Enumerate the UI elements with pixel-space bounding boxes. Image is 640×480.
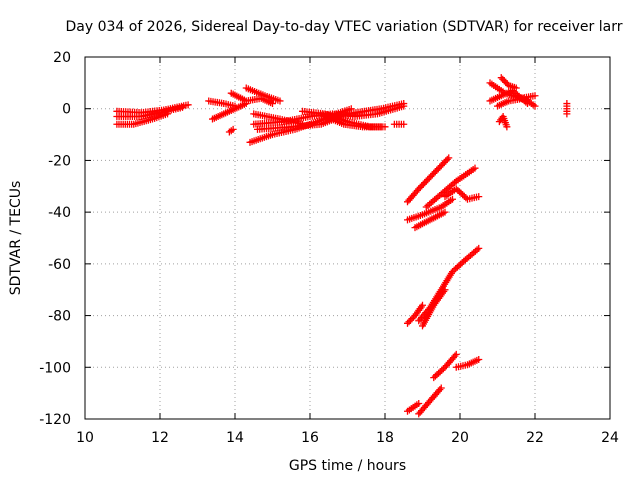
x-tick-label: 12 <box>151 430 169 446</box>
data-point <box>475 244 483 252</box>
data-point <box>430 169 438 177</box>
data-point <box>473 246 481 254</box>
data-point <box>415 399 423 407</box>
data-point <box>502 78 510 86</box>
data-point <box>276 97 284 105</box>
x-axis-label: GPS time / hours <box>289 458 406 474</box>
data-point <box>499 75 507 83</box>
data-point <box>425 174 433 182</box>
data-point <box>563 100 571 108</box>
data-point <box>427 172 435 180</box>
y-tick-label: -20 <box>48 153 71 169</box>
data-point <box>404 319 411 327</box>
data-point <box>437 384 445 392</box>
data-point <box>497 74 505 82</box>
data-point <box>433 166 441 174</box>
x-tick-label: 18 <box>376 430 394 446</box>
data-point <box>500 77 508 85</box>
data-point <box>407 316 414 324</box>
data-point <box>449 195 456 203</box>
data-point <box>436 163 444 171</box>
plot-frame <box>84 56 611 420</box>
x-tick-label: 22 <box>526 430 544 446</box>
data-point <box>436 386 444 394</box>
y-tick-label: -80 <box>48 309 71 325</box>
data-point <box>184 101 192 109</box>
data-point <box>418 182 426 190</box>
data-point <box>452 350 460 358</box>
data-point <box>441 208 449 216</box>
data-point <box>475 193 483 201</box>
data-point <box>437 162 445 170</box>
y-tick-label: -100 <box>39 360 71 376</box>
data-point <box>512 84 520 92</box>
data-point <box>421 179 429 187</box>
data-point <box>443 155 451 163</box>
data-point <box>475 356 483 364</box>
data-point <box>269 100 276 108</box>
x-tick-label: 14 <box>226 430 244 446</box>
data-point <box>441 286 449 294</box>
data-point <box>428 171 436 179</box>
data-point <box>408 315 416 323</box>
data-point <box>405 318 413 326</box>
data-point <box>531 102 539 110</box>
chart-title: Day 034 of 2026, Sidereal Day-to-day VTE… <box>66 19 623 35</box>
data-point <box>431 168 439 176</box>
data-point <box>179 103 186 111</box>
data-point <box>471 164 479 172</box>
data-point <box>451 179 459 187</box>
x-tick-label: 16 <box>301 430 319 446</box>
data-point <box>442 157 450 165</box>
grid-lines <box>85 57 610 419</box>
data-point <box>229 125 237 133</box>
data-point <box>419 301 426 309</box>
data-point <box>434 165 442 173</box>
y-tick-label: -40 <box>48 205 71 221</box>
data-point <box>164 110 171 118</box>
y-tick-label: -60 <box>48 257 71 273</box>
data-point <box>377 123 385 131</box>
x-tick-label: 24 <box>601 430 619 446</box>
data-point <box>424 176 432 184</box>
data-point <box>416 183 424 191</box>
x-tick-label: 10 <box>76 430 94 446</box>
data-point <box>462 194 470 202</box>
x-tick-label: 20 <box>451 430 469 446</box>
data-point <box>451 352 459 360</box>
data-point <box>419 180 427 188</box>
data-point <box>503 123 511 131</box>
y-tick-label: 0 <box>62 102 71 118</box>
data-point <box>299 120 306 128</box>
y-tick-label: 20 <box>53 50 71 66</box>
data-point <box>445 154 453 162</box>
data-point <box>440 158 448 166</box>
data-points <box>113 74 571 418</box>
data-point <box>422 177 430 185</box>
y-axis-label: SDTVAR / TECUs <box>8 181 24 296</box>
data-point <box>439 160 447 168</box>
data-point <box>439 365 447 373</box>
data-point <box>415 185 423 193</box>
data-point <box>531 92 539 100</box>
y-tick-label: -120 <box>39 412 71 428</box>
data-point <box>400 120 408 128</box>
axis-ticks: 10 12 14 16 18 20 22 24 20 0 -20 -40 -60 -80 -100 -120 <box>39 50 619 446</box>
data-point <box>400 100 408 108</box>
